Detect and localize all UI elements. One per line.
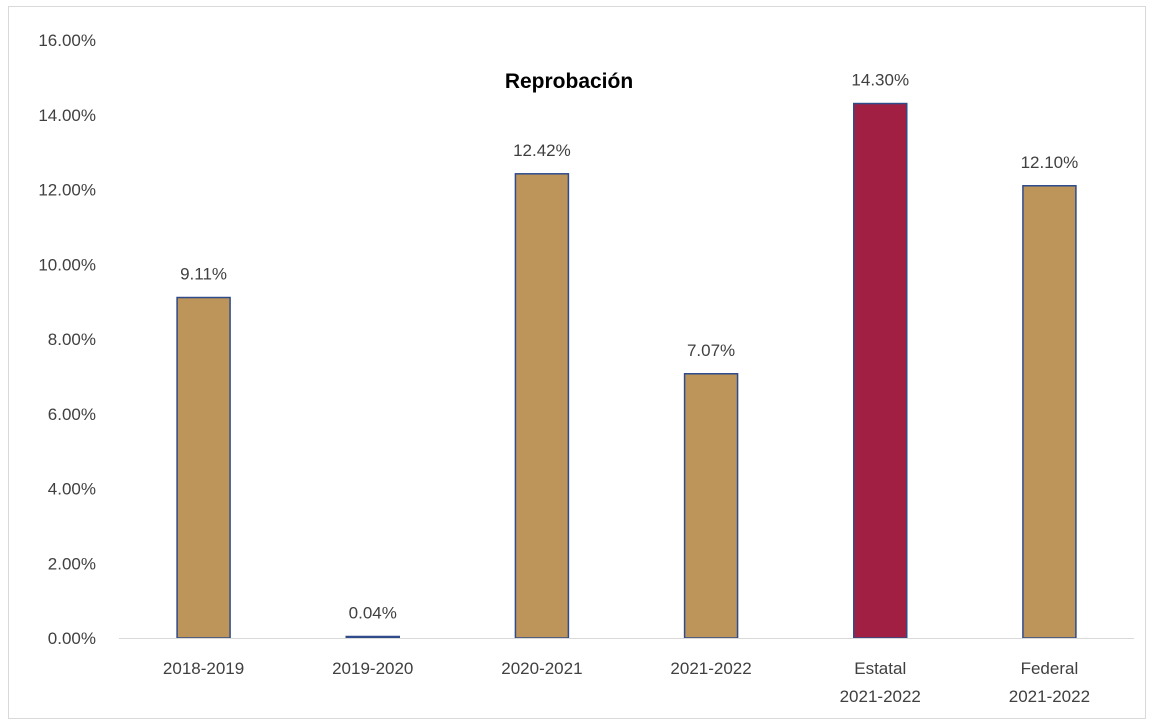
data-label: 7.07% (687, 341, 735, 360)
y-tick-label: 10.00% (38, 255, 96, 274)
chart-frame: 0.00% 2.00% 4.00% 6.00% 8.00% 10.00% 12.00% 14.… (8, 6, 1146, 719)
y-tick-label: 2.00% (48, 554, 96, 573)
x-tick-label: 2018-2019 (163, 659, 244, 678)
bar (1022, 185, 1077, 639)
bar (514, 173, 570, 639)
data-label: 9.11% (180, 265, 227, 284)
data-label: 12.10% (1021, 153, 1079, 172)
bar-chart: 0.00% 2.00% 4.00% 6.00% 8.00% 10.00% 12.00% 14.… (38, 31, 1134, 706)
y-tick-label: 16.00% (38, 31, 96, 50)
data-labels: 9.11% 0.04% 12.42% 7.07% 14.30% 12.10% (180, 71, 1078, 623)
x-tick-label: 2021-2022 (1009, 687, 1090, 706)
bar (345, 635, 400, 639)
x-tick-label: Federal (1021, 659, 1079, 678)
bar (176, 296, 231, 639)
x-tick-label: 2020-2021 (501, 659, 582, 678)
x-tick-label: 2021-2022 (840, 687, 921, 706)
x-tick-label: 2021-2022 (670, 659, 751, 678)
y-tick-label: 0.00% (48, 629, 96, 648)
y-tick-label: 6.00% (48, 405, 96, 424)
data-label: 0.04% (349, 604, 397, 623)
bar (853, 102, 908, 639)
x-axis: 2018-2019 2019-2020 2020-2021 2021-2022 Esta… (119, 638, 1134, 706)
y-tick-label: 14.00% (38, 106, 96, 125)
chart-title: Reprobación (505, 70, 633, 93)
y-tick-label: 4.00% (48, 480, 96, 499)
bars (176, 102, 1077, 639)
data-label: 12.42% (513, 141, 571, 160)
x-tick-label: Estatal (854, 659, 906, 678)
y-tick-label: 12.00% (38, 181, 96, 200)
bar (683, 373, 739, 639)
x-tick-label: 2019-2020 (332, 659, 413, 678)
y-tick-label: 8.00% (48, 330, 96, 349)
y-axis: 0.00% 2.00% 4.00% 6.00% 8.00% 10.00% 12.00% 14.… (38, 31, 96, 648)
data-label: 14.30% (851, 71, 909, 90)
